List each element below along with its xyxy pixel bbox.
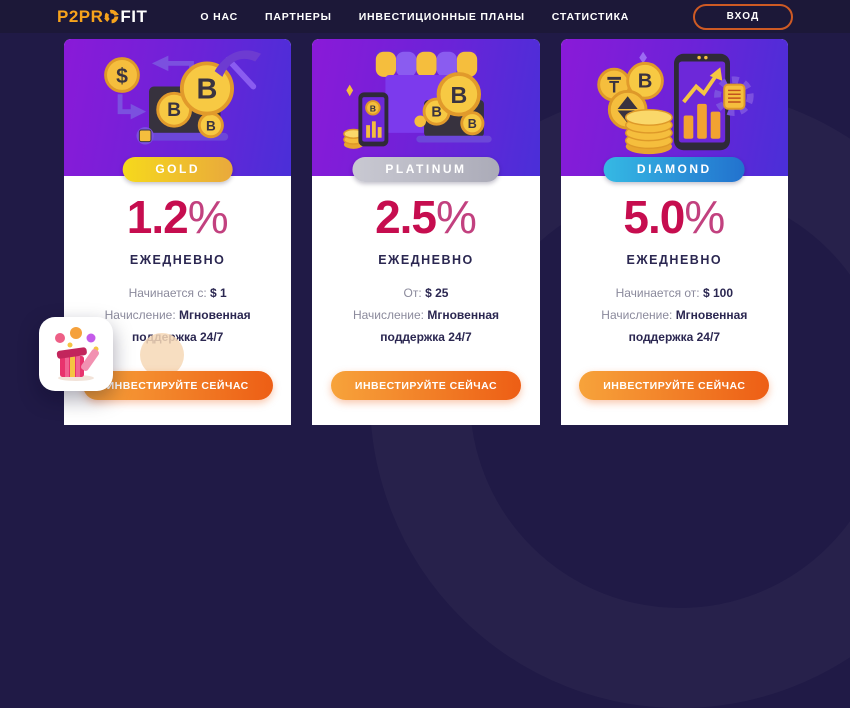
- bitcoin-coin-icon: B: [436, 72, 482, 117]
- percent-sign: %: [436, 191, 477, 243]
- plan-rate: 1.2%: [126, 191, 229, 243]
- svg-text:B: B: [450, 82, 467, 108]
- svg-text:B: B: [638, 71, 653, 93]
- svg-text:T: T: [609, 79, 619, 97]
- nav-item-partners[interactable]: ПАРТНЕРЫ: [265, 10, 332, 23]
- plan-min-deposit: Начинается с: $ 1: [128, 286, 227, 300]
- plan-details: От: $ 25 Начисление: Мгновенная поддержк…: [328, 282, 523, 348]
- gold-plan-illustration: $ B B: [103, 50, 261, 145]
- logo-gear-icon: [104, 9, 120, 24]
- phone-chart-icon: [674, 53, 731, 151]
- svg-text:B: B: [167, 100, 181, 121]
- pickaxe-icon: [214, 50, 261, 90]
- platinum-plan-illustration: B B B: [343, 49, 492, 149]
- gear-chip-icon: [136, 127, 154, 145]
- plan-badge-platinum: PLATINUM: [352, 157, 500, 182]
- svg-text:B: B: [196, 73, 217, 105]
- plan-badge-gold: GOLD: [122, 157, 233, 182]
- plan-accrual: Начисление: Мгновенная поддержка 24/7: [601, 308, 748, 344]
- bitcoin-coin-icon: B: [626, 61, 665, 100]
- invest-now-button-platinum[interactable]: ИНВЕСТИРУЙТЕ СЕЙЧАС: [330, 371, 522, 400]
- gift-box-icon: [55, 327, 99, 381]
- gift-widget[interactable]: [39, 317, 113, 391]
- svg-text:$: $: [116, 64, 128, 88]
- logo-text-left: P2PR: [57, 6, 104, 26]
- nav-item-investment-plans[interactable]: ИНВЕСТИЦИОННЫЕ ПЛАНЫ: [358, 10, 525, 23]
- plan-accrual: Начисление: Мгновенная поддержка 24/7: [352, 308, 499, 344]
- dollar-coin-icon: $: [103, 57, 140, 93]
- plan-card-body: 2.5% ЕЖЕДНЕВНО От: $ 25 Начисление: Мгно…: [312, 176, 539, 400]
- sparkle-icon: [346, 84, 354, 97]
- coin-stack-icon: [625, 109, 674, 155]
- svg-text:B: B: [431, 105, 441, 121]
- svg-text:B: B: [468, 117, 477, 131]
- plans-section: $ B B: [64, 39, 788, 425]
- plan-rate: 2.5%: [375, 191, 477, 243]
- plan-min-deposit: Начинается от: $ 100: [615, 286, 734, 300]
- up-arrow-icon: [682, 73, 719, 104]
- plan-period: ЕЖЕДНЕВНО: [626, 253, 723, 267]
- nav-item-statistics[interactable]: СТАТИСТИКА: [551, 10, 630, 23]
- main-nav: О НАС ПАРТНЕРЫ ИНВЕСТИЦИОННЫЕ ПЛАНЫ СТАТ…: [200, 11, 629, 23]
- sparkle-icon: [639, 51, 648, 64]
- percent-sign: %: [187, 191, 229, 243]
- bitcoin-coin-icon: B: [460, 111, 485, 136]
- header: P2PR FIT О НАС ПАРТНЕРЫ ИНВЕСТИЦИОННЫЕ П…: [0, 0, 850, 33]
- plan-period: ЕЖЕДНЕВНО: [378, 253, 474, 267]
- svg-text:B: B: [370, 104, 376, 114]
- login-button[interactable]: ВХОД: [693, 3, 793, 30]
- plan-rate: 5.0%: [623, 191, 726, 243]
- nav-item-about[interactable]: О НАС: [200, 10, 238, 23]
- plan-badge-diamond: DIAMOND: [603, 157, 745, 182]
- bitcoin-coin-icon: B: [155, 91, 192, 128]
- widget-glow-decoration: [140, 333, 184, 377]
- phone-chart-icon: B: [358, 92, 389, 147]
- plan-card-header-diamond: T B DIAMOND: [560, 39, 788, 182]
- plan-card-header-gold: $ B B: [64, 39, 292, 182]
- plan-card-body: 1.2% ЕЖЕДНЕВНО Начинается с: $ 1 Начисле…: [64, 176, 291, 400]
- plan-card-body: 5.0% ЕЖЕДНЕВНО Начинается от: $ 100 Начи…: [561, 176, 788, 400]
- plan-details: Начинается от: $ 100 Начисление: Мгновен…: [577, 282, 772, 348]
- brand-logo[interactable]: P2PR FIT: [57, 7, 147, 27]
- invest-now-button-diamond[interactable]: ИНВЕСТИРУЙТЕ СЕЙЧАС: [579, 371, 770, 400]
- plan-card-diamond: T B DIAMOND: [560, 39, 788, 425]
- bitcoin-coin-icon: B: [179, 61, 234, 116]
- gear-chip-icon: [714, 76, 754, 116]
- arrow-down-icon: [117, 94, 132, 115]
- plan-card-header-platinum: B B B: [312, 39, 540, 182]
- plan-card-platinum: B B B: [312, 39, 540, 425]
- diamond-plan-illustration: T B: [597, 51, 754, 155]
- gold-dot-icon: [414, 115, 426, 128]
- logo-text-right: FIT: [120, 6, 148, 26]
- invest-now-button-gold[interactable]: ИНВЕСТИРУЙТЕ СЕЙЧАС: [82, 371, 273, 400]
- plan-period: ЕЖЕДНЕВНО: [129, 253, 226, 267]
- svg-text:B: B: [206, 119, 216, 134]
- percent-sign: %: [684, 191, 726, 243]
- bitcoin-coin-icon: B: [197, 112, 224, 139]
- plan-min-deposit: От: $ 25: [403, 286, 449, 300]
